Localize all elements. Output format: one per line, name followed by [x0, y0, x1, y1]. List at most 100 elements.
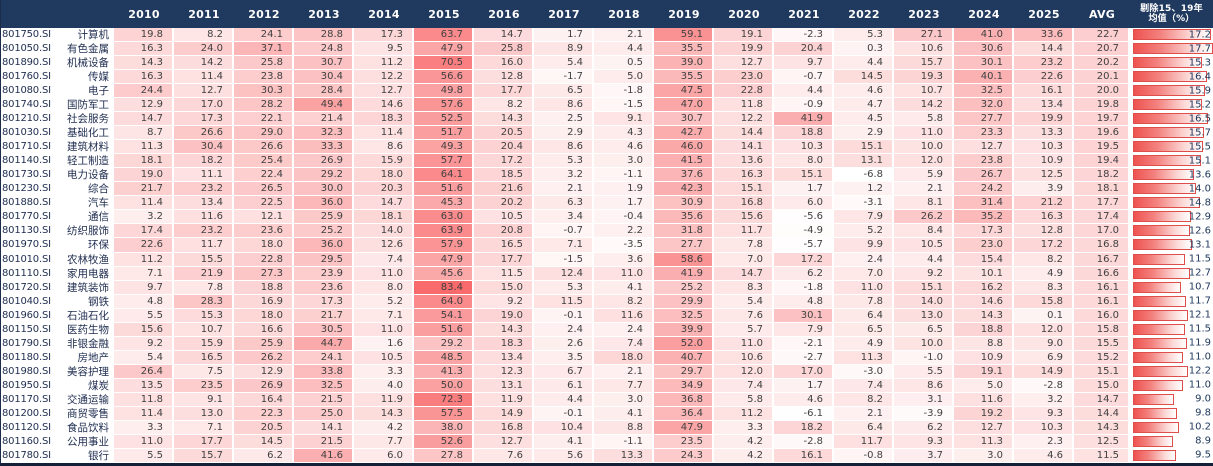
heat-cell-2023: 4.4: [894, 252, 954, 267]
heat-cell-2022: 4.5: [834, 112, 894, 127]
table-row: 801890.SI 机械设备 14.3 14.2 25.8 30.7 11.2 70.5 16.…: [1, 56, 1213, 71]
heat-cell-2018: 4.4: [594, 42, 654, 57]
heat-cell-2018: 1.9: [594, 182, 654, 197]
excl-bar-cell: 9.0: [1130, 392, 1213, 407]
heat-cell-2018: 7.7: [594, 378, 654, 393]
excl-data-bar: [1133, 99, 1202, 111]
excl-value: 17.7: [1188, 43, 1211, 55]
heat-cell-2011: 10.7: [174, 322, 234, 337]
heat-cell-2019: 35.6: [654, 210, 714, 225]
table-row: 801780.SI 银行 5.5 15.7 6.2 41.6 6.0 27.8 7.6 5.6 13…: [1, 448, 1213, 463]
heat-cell-2012: 26.9: [234, 378, 294, 393]
heat-cell-2024: 14.3: [954, 308, 1014, 323]
excl-header-line2: 均值（%）: [1148, 14, 1195, 24]
heat-cell-2019: 32.5: [654, 308, 714, 323]
heat-cell-2019: 52.0: [654, 336, 714, 351]
heat-cell-2018: 13.3: [594, 448, 654, 463]
heat-cell-2024: 24.2: [954, 182, 1014, 197]
heat-cell-2017: 2.1: [534, 182, 594, 197]
heat-cell-2021: -0.9: [774, 98, 834, 113]
heat-cell-2010: 3.3: [114, 420, 174, 435]
table-body: 801750.SI 计算机 19.8 8.2 24.1 28.8 17.3 63.7 14.7 1…: [1, 28, 1213, 463]
excl-value: 16.5: [1188, 113, 1211, 125]
heat-cell-2018: -0.4: [594, 210, 654, 225]
heat-cell-2011: 18.2: [174, 154, 234, 169]
heat-cell-2023: 10.6: [894, 42, 954, 57]
excl-value: 11.5: [1188, 323, 1211, 335]
excl-value: 11.7: [1188, 295, 1211, 307]
heat-cell-2012: 22.5: [234, 196, 294, 211]
heat-cell-2024: 23.3: [954, 126, 1014, 141]
industry-name: 轻工制造: [65, 154, 114, 169]
heat-cell-2025: 10.3: [1014, 420, 1074, 435]
heat-cell-2025: 2.3: [1014, 434, 1074, 449]
heat-cell-2025: 4.6: [1014, 448, 1074, 463]
heat-cell-2017: -1.5: [534, 252, 594, 267]
excl-bar-cell: 11.7: [1130, 294, 1213, 309]
heat-cell-2021: 4.6: [774, 392, 834, 407]
heat-cell-2015: 48.5: [414, 350, 474, 365]
heat-cell-2023: 5.9: [894, 168, 954, 183]
heat-cell-2023: 5.8: [894, 112, 954, 127]
heat-cell-2015: 45.3: [414, 196, 474, 211]
heat-cell-2010: 12.9: [114, 98, 174, 113]
heat-cell-2018: -3.5: [594, 238, 654, 253]
year-column-header-2012: 2012: [248, 7, 280, 21]
excl-bar-cell: 10.7: [1130, 280, 1213, 295]
heat-cell-2025: 14.4: [1014, 42, 1074, 57]
heat-cell-2010: 19.8: [114, 28, 174, 43]
heat-cell-2023: 10.7: [894, 84, 954, 99]
heat-cell-2022: 8.2: [834, 392, 894, 407]
heat-cell-2023: 10.0: [894, 336, 954, 351]
heat-cell-2011: 30.4: [174, 140, 234, 155]
industry-name: 家用电器: [65, 266, 114, 281]
heat-cell-2021: -5.7: [774, 238, 834, 253]
year-column-header-2020: 2020: [728, 7, 760, 21]
heat-cell-2011: 15.7: [174, 448, 234, 463]
heat-cell-2024: 19.1: [954, 364, 1014, 379]
heat-cell-2014: 20.3: [354, 182, 414, 197]
excl-bar-cell: 15.5: [1130, 140, 1213, 155]
avg-cell: 15.8: [1074, 322, 1130, 337]
heat-cell-2018: 18.0: [594, 350, 654, 365]
avg-cell: 12.5: [1074, 434, 1130, 449]
heat-cell-2012: 16.4: [234, 392, 294, 407]
industry-name: 建筑装饰: [65, 280, 114, 295]
heat-cell-2018: 8.2: [594, 294, 654, 309]
excl-value: 9.8: [1195, 407, 1211, 419]
heat-cell-2022: 13.1: [834, 154, 894, 169]
heat-cell-2013: 23.9: [294, 266, 354, 281]
heat-cell-2011: 24.0: [174, 42, 234, 57]
heat-cell-2017: 5.3: [534, 154, 594, 169]
heat-cell-2020: 12.7: [714, 56, 774, 71]
table-row: 801180.SI 房地产 5.4 16.5 26.2 24.1 10.5 48.5 13.4 3…: [1, 350, 1213, 365]
heat-cell-2016: 14.9: [474, 406, 534, 421]
industry-name: 房地产: [65, 350, 114, 365]
heat-cell-2010: 14.7: [114, 112, 174, 127]
year-column-header-2016: 2016: [488, 7, 520, 21]
heat-cell-2011: 11.7: [174, 238, 234, 253]
heat-cell-2022: 11.0: [834, 280, 894, 295]
heat-cell-2017: 5.6: [534, 448, 594, 463]
industry-code: 801140.SI: [1, 154, 65, 169]
heat-cell-2014: 4.0: [354, 378, 414, 393]
table-row: 801050.SI 有色金属 16.3 24.0 37.1 24.8 9.5 47.9 25.8…: [1, 42, 1213, 57]
heat-cell-2012: 26.5: [234, 182, 294, 197]
heat-cell-2014: 18.1: [354, 210, 414, 225]
heat-cell-2020: 12.0: [714, 364, 774, 379]
heat-cell-2012: 25.8: [234, 56, 294, 71]
heat-cell-2018: 4.1: [594, 406, 654, 421]
heat-cell-2012: 30.3: [234, 84, 294, 99]
heat-cell-2014: 6.0: [354, 448, 414, 463]
heat-cell-2016: 20.5: [474, 126, 534, 141]
heat-cell-2023: 2.1: [894, 182, 954, 197]
excl-bar-cell: 17.7: [1130, 42, 1213, 57]
heat-cell-2017: 6.3: [534, 196, 594, 211]
heat-cell-2019: 31.8: [654, 224, 714, 239]
heat-cell-2024: 12.7: [954, 420, 1014, 435]
avg-cell: 15.5: [1074, 336, 1130, 351]
industry-code: 801950.SI: [1, 378, 65, 393]
heat-cell-2019: 36.8: [654, 392, 714, 407]
table-row: 801880.SI 汽车 11.4 13.4 22.5 36.0 14.7 45.3 20.2 6…: [1, 196, 1213, 211]
heat-cell-2011: 13.0: [174, 406, 234, 421]
